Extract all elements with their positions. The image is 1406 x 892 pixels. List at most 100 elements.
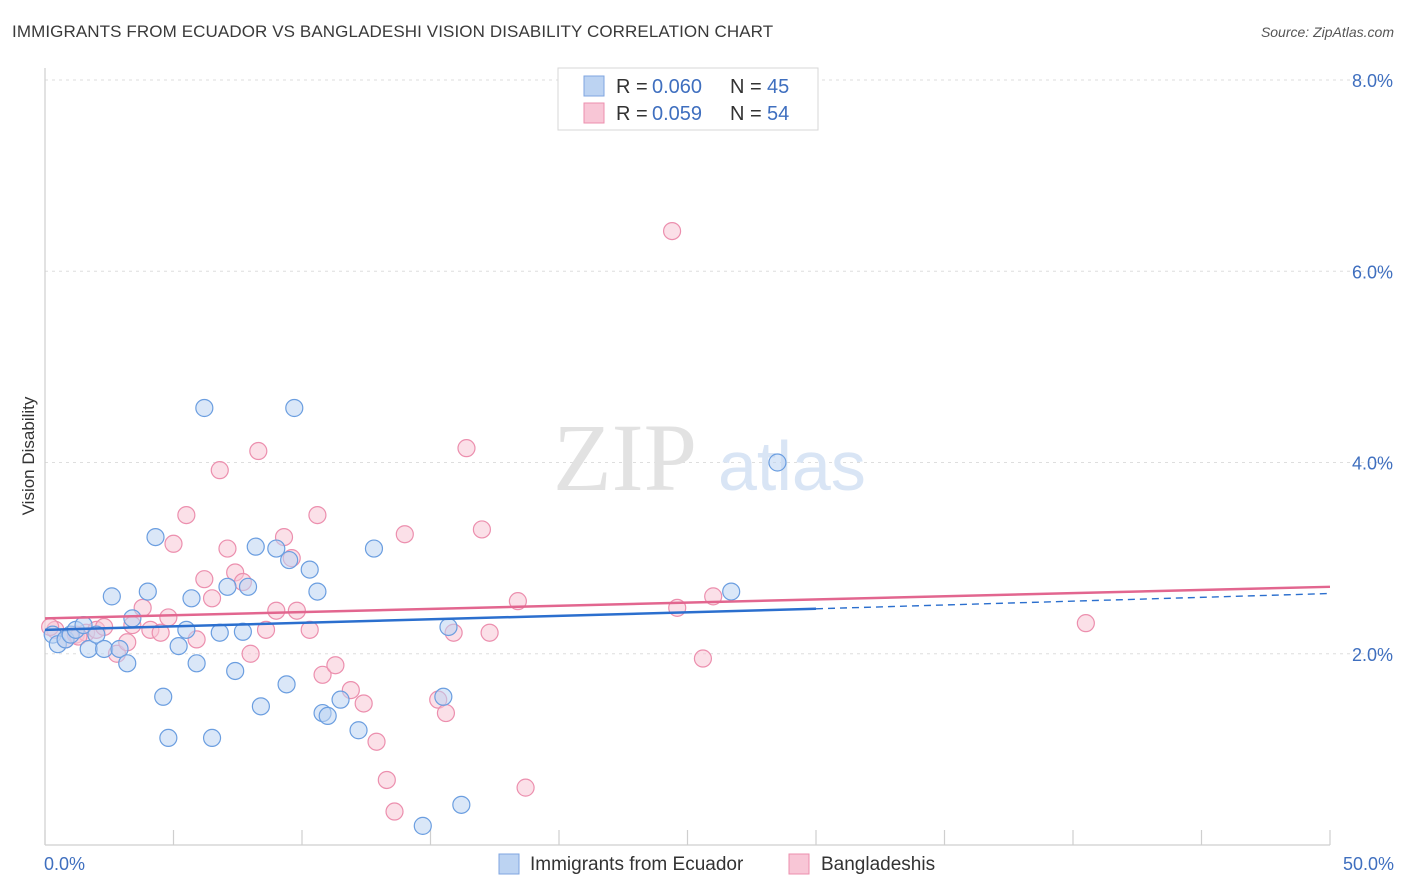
ecuador-point-40 [364,539,384,558]
y-tick-labels: 2.0% 4.0% 6.0% 8.0% [1352,71,1393,665]
bangladeshi-point-11 [151,623,170,642]
ecuador-point-23 [210,623,229,642]
bangladeshi-point-32 [326,656,345,675]
legend-r-label-1: R = [616,76,648,98]
legend-n-label-2: N = [730,103,762,125]
ecuador-point-8 [95,639,114,659]
ecuador-point-24 [218,577,237,596]
bangladeshi-point-22 [241,644,260,663]
ecuador-point-32 [285,398,304,418]
ecuador-point-10 [110,639,129,659]
ecuador-point-46 [768,453,787,472]
x-tick-label-right: 50.0% [1343,854,1394,874]
ecuador-point-45 [722,582,741,601]
ecuador-point-17 [169,636,188,656]
bangladeshi-point-51 [1076,614,1095,633]
source-note: Source: ZipAtlas.com [1260,24,1394,40]
ecuador-point-42 [434,687,453,706]
ecuador-point-13 [138,582,157,601]
ecuador-point-28 [246,537,265,556]
ecuador-point-37 [318,706,337,726]
bangladeshi-point-38 [395,525,414,544]
ecuador-point-35 [308,582,327,601]
legend-n-label-1: N = [730,76,762,98]
ecuador-point-9 [102,587,121,606]
bangladeshi-point-43 [472,520,491,539]
bottom-legend-swatch-ecuador [498,853,520,875]
series-ecuador-points-front [43,398,787,835]
bangladeshi-point-37 [385,802,404,821]
ecuador-point-18 [177,620,196,639]
ecuador-point-20 [187,654,206,673]
ecuador-point-19 [182,589,201,608]
y-tick-label-0: 2.0% [1352,645,1393,665]
ecuador-point-39 [349,721,368,740]
bangladeshi-point-46 [516,778,535,797]
bangladeshi-point-19 [218,539,237,558]
chart-title: IMMIGRANTS FROM ECUADOR VS BANGLADESHI V… [12,22,774,41]
grid-lines [45,79,1392,655]
watermark-atlas: atlas [718,427,866,505]
legend-r-value-1: 0.060 [652,76,702,98]
ecuador-point-11 [118,654,137,673]
ecuador-point-27 [238,577,258,596]
bangladeshi-point-40 [436,703,456,723]
ecuador-point-43 [439,617,458,637]
legend: R = 0.060 N = 45 R = 0.059 N = 54 [557,67,819,131]
ecuador-trend-extension [815,592,1331,610]
ecuador-point-38 [331,690,350,709]
bangladeshi-point-12 [159,608,178,627]
bangladeshi-point-13 [164,534,183,553]
legend-r-label-2: R = [616,103,648,125]
ecuador-point-34 [300,560,319,579]
ecuador-point-31 [277,675,296,694]
bangladeshi-point-14 [177,505,196,525]
y-axis-label: Vision Disability [19,396,38,515]
bangladeshi-point-42 [457,439,476,458]
bangladeshi-point-16 [195,570,214,589]
ecuador-point-41 [413,816,432,835]
bangladeshi-point-23 [249,441,268,461]
ecuador-point-25 [226,661,245,681]
y-tick-label-1: 4.0% [1352,454,1393,474]
bottom-legend-label-bangladeshi: Bangladeshis [821,854,935,875]
bangladeshi-point-44 [480,623,499,642]
ecuador-point-12 [123,609,142,628]
bangladeshi-point-17 [202,589,222,608]
ecuador-point-22 [202,728,222,748]
bangladeshi-point-34 [354,694,373,713]
ecuador-point-44 [452,795,471,814]
bangladeshi-point-18 [210,461,229,480]
bangladeshi-trend-line [44,585,1331,620]
bangladeshi-point-49 [693,649,713,668]
bangladeshi-point-24 [256,620,276,639]
bottom-legend-swatch-bangladeshi [788,853,810,875]
bangladeshi-point-25 [267,601,286,620]
x-ticks [44,830,1331,845]
y-tick-label-2: 6.0% [1352,262,1393,282]
ecuador-point-29 [251,697,270,716]
legend-swatch-ecuador [583,75,605,97]
bottom-legend: Immigrants from Ecuador Bangladeshis [498,853,935,875]
bangladeshi-point-29 [300,620,319,639]
ecuador-point-15 [154,687,173,706]
ecuador-point-14 [146,527,165,547]
x-tick-label-left: 0.0% [44,854,85,874]
series-ecuador-points [41,221,1095,821]
legend-r-value-2: 0.059 [652,103,702,125]
ecuador-point-30 [267,539,286,558]
bangladeshi-point-31 [313,665,332,684]
ecuador-point-33 [280,550,299,570]
legend-n-value-2: 54 [767,103,789,125]
ecuador-point-21 [195,398,214,418]
ecuador-point-16 [159,728,178,748]
bangladeshi-point-35 [367,732,386,751]
trend-lines [44,585,1331,632]
bangladeshi-point-36 [377,770,396,790]
ecuador-point-7 [87,625,106,644]
legend-n-value-1: 45 [767,76,789,98]
bangladeshi-point-47 [662,221,682,241]
bottom-legend-label-ecuador: Immigrants from Ecuador [530,854,744,875]
bangladeshi-point-28 [287,601,306,620]
